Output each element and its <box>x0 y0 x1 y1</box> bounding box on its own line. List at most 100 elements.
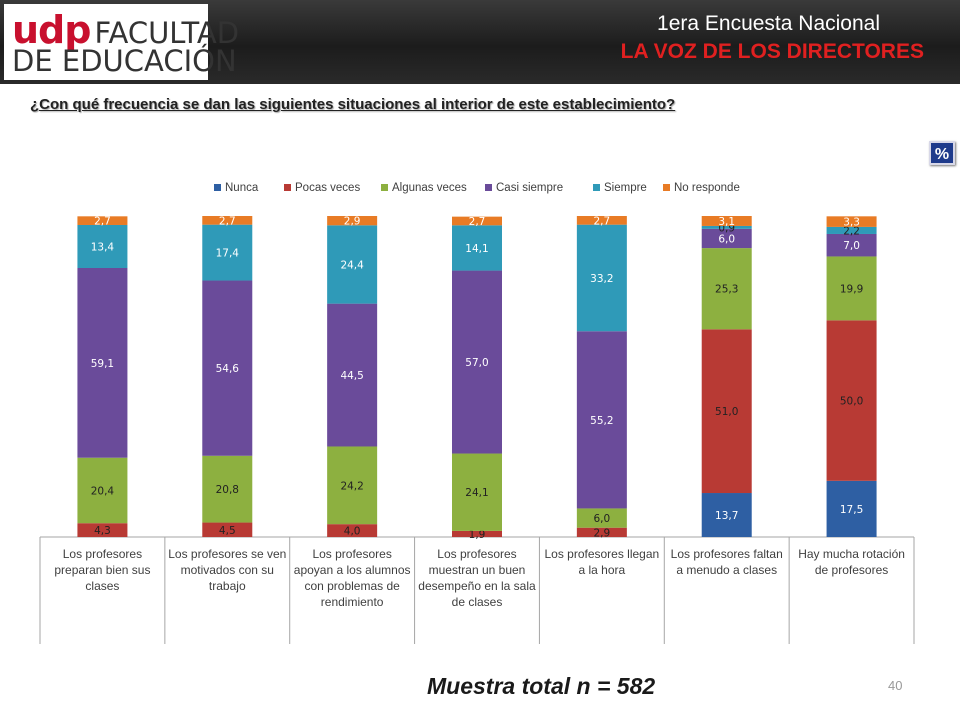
category-label: Los profesores <box>437 547 516 561</box>
bar-segment <box>202 455 253 523</box>
data-label: 17,5 <box>840 504 863 516</box>
data-label: 1,9 <box>469 529 486 541</box>
bar-segment <box>701 248 752 330</box>
bar-segment <box>77 457 128 524</box>
category-label: a la hora <box>579 563 626 577</box>
data-label: 20,8 <box>216 484 239 496</box>
bar-segment <box>202 216 253 225</box>
legend-entry: Pocas veces <box>295 182 360 194</box>
bar-segment <box>202 522 253 537</box>
legend-swatch <box>663 184 670 191</box>
data-label: 4,5 <box>219 525 236 537</box>
header-banner: udp FACULTAD DE EDUCACIÓN 1era Encuesta N… <box>0 0 960 84</box>
category-label: Hay mucha rotación <box>798 547 905 561</box>
bar-segment <box>77 268 128 458</box>
legend-swatch <box>381 184 388 191</box>
category-label: clases <box>85 579 119 593</box>
category-label: preparan bien sus <box>54 563 150 577</box>
category-label: Los profesores <box>63 547 142 561</box>
category-label: Los profesores faltan <box>671 547 783 561</box>
question-heading: ¿Con qué frecuencia se dan las siguiente… <box>30 96 676 113</box>
data-label: 4,3 <box>94 525 111 537</box>
bar-segment <box>452 216 502 226</box>
data-label: 25,3 <box>715 284 738 296</box>
category-label: rendimiento <box>321 595 384 609</box>
data-label: 51,0 <box>715 406 738 418</box>
data-label: 19,9 <box>840 283 863 295</box>
bar-segment <box>576 331 627 509</box>
data-label: 55,2 <box>590 415 613 427</box>
data-label: 4,0 <box>344 526 361 538</box>
logo-line1: udp FACULTAD <box>12 8 239 52</box>
category-label: con problemas de <box>304 579 400 593</box>
legend-swatch <box>284 184 291 191</box>
legend-entry: Siempre <box>604 182 647 194</box>
data-label: 24,1 <box>465 487 488 499</box>
category-label: Los profesores <box>312 547 391 561</box>
udp-logo: udp FACULTAD DE EDUCACIÓN <box>4 4 239 80</box>
bar-segment <box>826 233 877 257</box>
data-label: 2,7 <box>94 216 111 228</box>
data-label: 24,2 <box>340 480 363 492</box>
data-label: 2,2 <box>843 225 860 237</box>
bar-segment <box>327 524 378 537</box>
category-label: muestran un buen <box>429 563 526 577</box>
legend-entry: No responde <box>674 182 740 194</box>
data-label: 20,4 <box>91 485 115 497</box>
data-label: 33,2 <box>590 273 613 285</box>
bar-segment <box>826 256 877 321</box>
bar-segment <box>77 224 128 269</box>
legend-entry: Casi siempre <box>496 182 563 194</box>
legend-entry: Nunca <box>225 182 259 194</box>
bar-segment <box>701 225 752 229</box>
category-label: desempeño en la sala <box>418 579 536 593</box>
bar-segment <box>452 225 502 271</box>
logo-faculty-text: FACULTAD <box>94 16 240 50</box>
bar-segment <box>826 480 877 537</box>
legend-entry: Algunas veces <box>392 182 467 194</box>
bar-segment <box>452 453 502 531</box>
bar-segment <box>202 224 253 281</box>
bar-segment <box>452 270 502 454</box>
category-label: de profesores <box>815 563 888 577</box>
data-label: 3,1 <box>718 216 735 228</box>
category-label: Los profesores se ven <box>168 547 286 561</box>
bar-segment <box>701 216 752 226</box>
bar-segment <box>452 530 502 537</box>
sample-size-note: Muestra total n = 582 <box>427 673 656 699</box>
page-number: 40 <box>888 678 903 693</box>
data-label: 2,7 <box>219 215 236 227</box>
data-label: 2,9 <box>344 216 361 228</box>
logo-udp-text: udp <box>12 8 91 52</box>
data-label: 2,7 <box>594 215 611 227</box>
legend-swatch <box>593 184 600 191</box>
bar-segment <box>826 226 877 234</box>
bar-segment <box>327 303 378 447</box>
percent-badge: % <box>929 141 955 165</box>
data-label: 50,0 <box>840 396 863 408</box>
category-label: trabajo <box>209 579 246 593</box>
category-label: de clases <box>452 595 503 609</box>
bar-segment <box>701 228 752 249</box>
data-label: 59,1 <box>91 358 114 370</box>
data-label: 24,4 <box>340 259 364 271</box>
survey-title: 1era Encuesta Nacional <box>657 12 880 35</box>
bar-segment <box>77 523 128 537</box>
legend-swatch <box>485 184 492 191</box>
data-label: 14,1 <box>465 243 488 255</box>
bar-segment <box>701 493 752 537</box>
bar-segment <box>576 527 627 537</box>
category-label: motivados con su <box>181 563 274 577</box>
data-label: 6,0 <box>594 513 611 525</box>
data-label: 2,7 <box>469 216 486 228</box>
bar-segment <box>576 224 627 332</box>
data-label: 13,4 <box>91 241 115 253</box>
data-label: 6,0 <box>718 233 735 245</box>
bar-segment <box>202 280 253 456</box>
data-label: 44,5 <box>340 370 363 382</box>
bar-segment <box>327 216 378 226</box>
data-label: 13,7 <box>715 510 738 522</box>
bar-segment <box>77 216 128 225</box>
category-label: Los profesores llegan <box>544 547 659 561</box>
